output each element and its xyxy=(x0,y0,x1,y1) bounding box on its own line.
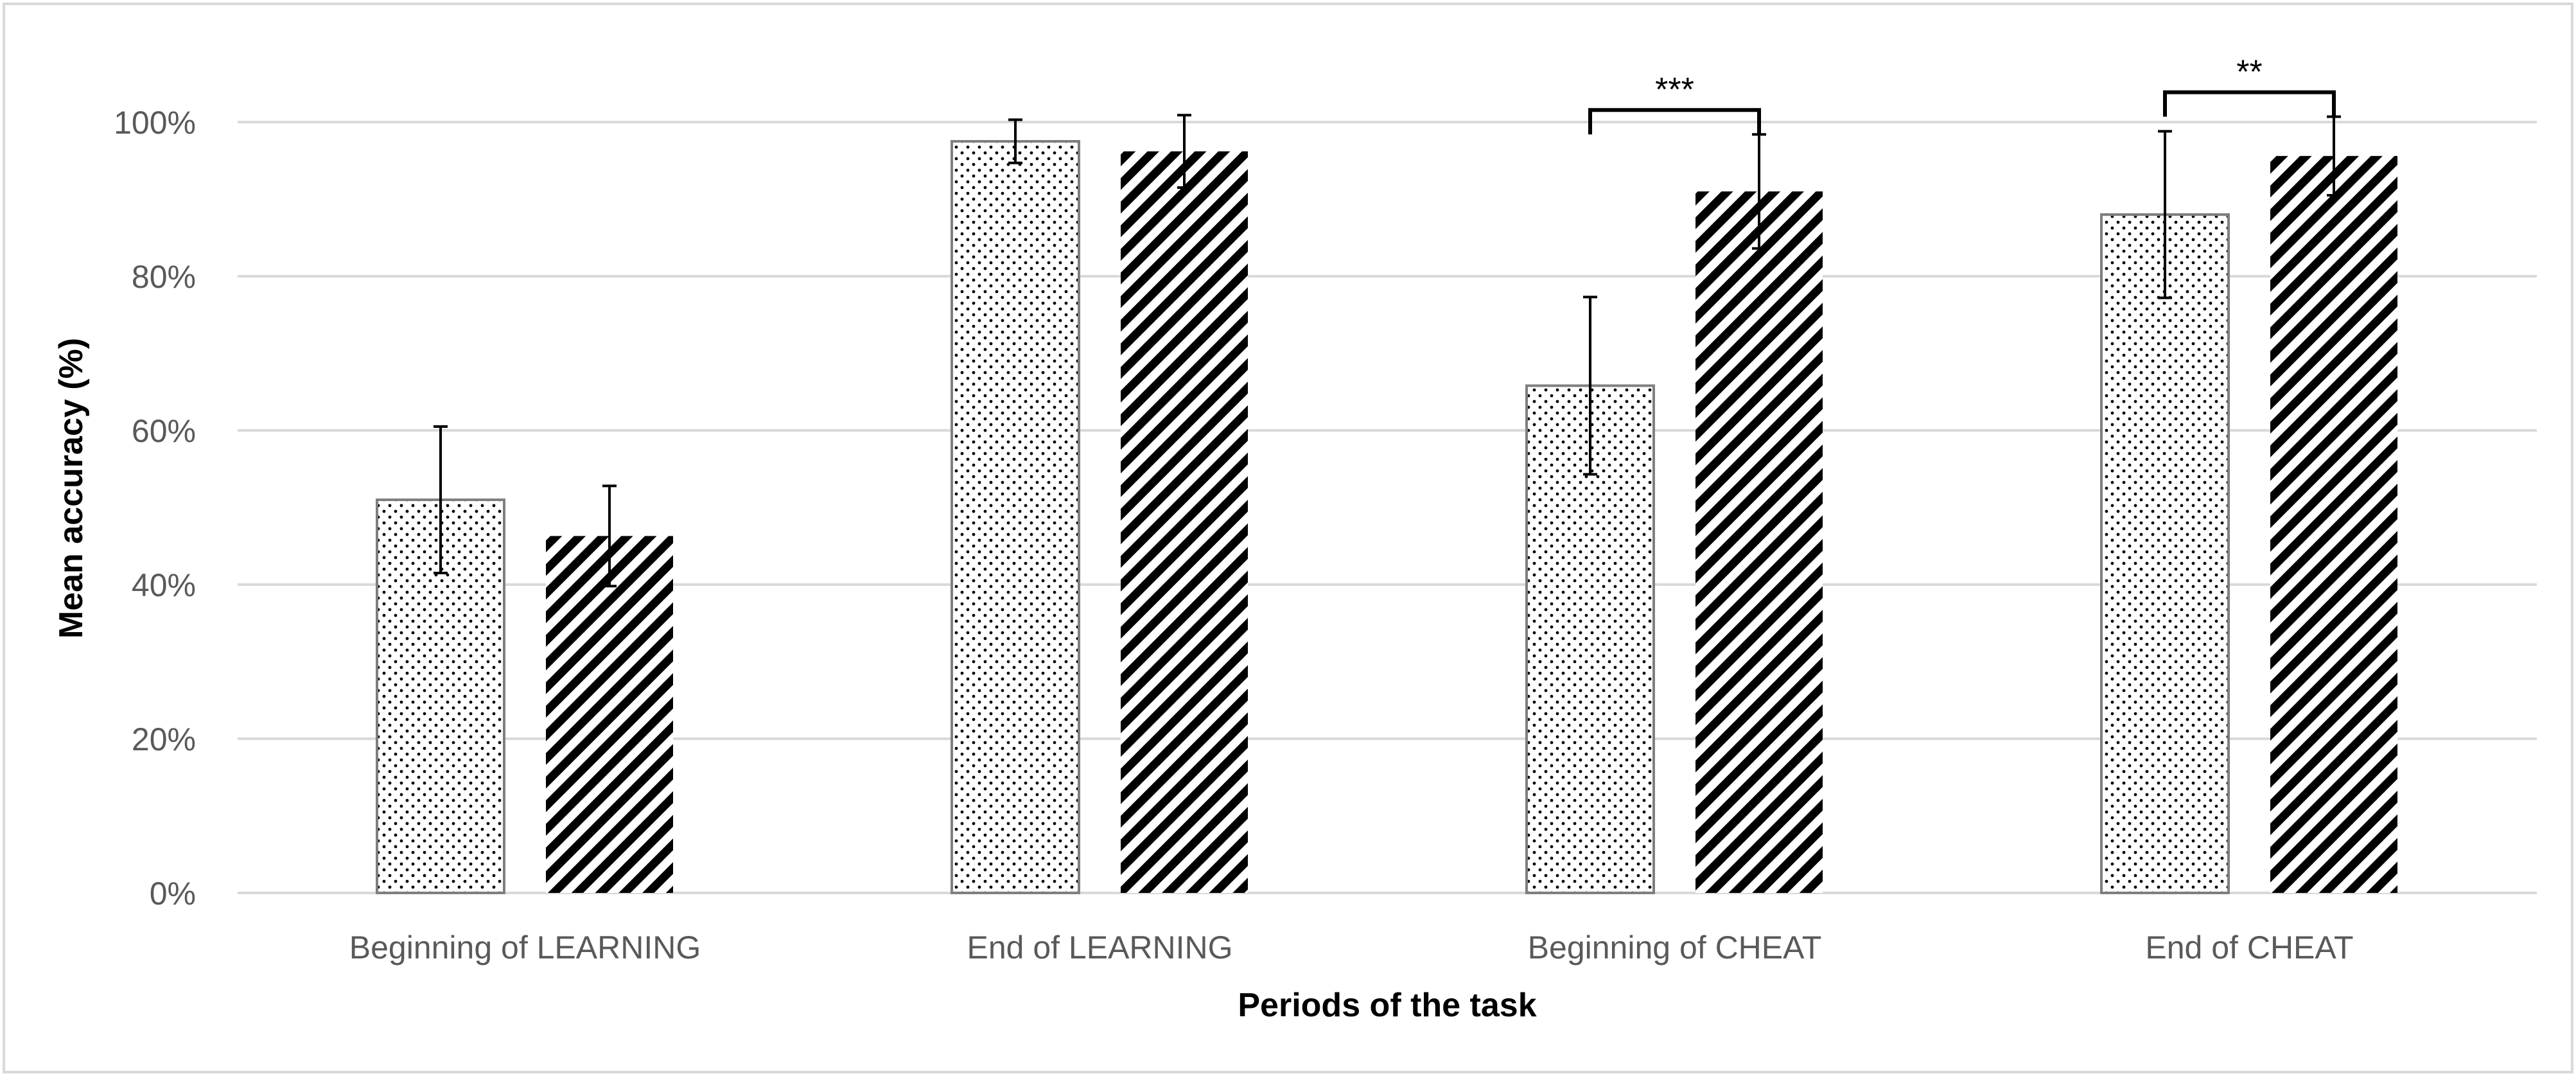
bar-diagonal-hatch-4 xyxy=(2270,155,2397,893)
y-tick-label: 40% xyxy=(132,567,196,603)
error-bars xyxy=(434,114,2341,588)
significance-bracket xyxy=(1588,108,1761,135)
significance-label: ** xyxy=(2236,54,2262,91)
y-tick-label: 80% xyxy=(132,259,196,295)
y-tick-label: 0% xyxy=(150,876,196,912)
x-axis-title: Periods of the task xyxy=(1238,987,1536,1024)
bar-diagonal-hatch-2 xyxy=(1121,151,1248,894)
x-tick-label: End of CHEAT xyxy=(2145,930,2353,966)
bar-dotted-4 xyxy=(2100,213,2230,894)
y-tick-label: 60% xyxy=(132,413,196,449)
bar-diagonal-hatch-1 xyxy=(546,536,673,893)
bar-diagonal-hatch-3 xyxy=(1695,191,1823,893)
significance-label: *** xyxy=(1655,71,1694,109)
x-axis-ticks: Beginning of LEARNING End of LEARNING Begi… xyxy=(349,930,2354,966)
y-axis-ticks: 0% 20% 40% 60% 80% 100% xyxy=(114,105,196,912)
significance-annotations: *** ** xyxy=(1588,54,2336,135)
significance-bracket xyxy=(2163,90,2336,117)
bar-dotted-2 xyxy=(951,140,1080,894)
bars xyxy=(376,140,2397,894)
x-tick-label: End of LEARNING xyxy=(967,930,1232,966)
x-tick-label: Beginning of CHEAT xyxy=(1528,930,1822,966)
y-tick-label: 20% xyxy=(132,721,196,757)
y-tick-label: 100% xyxy=(114,105,196,141)
y-axis-title: Mean accuracy (%) xyxy=(53,338,90,639)
x-tick-label: Beginning of LEARNING xyxy=(349,930,701,966)
